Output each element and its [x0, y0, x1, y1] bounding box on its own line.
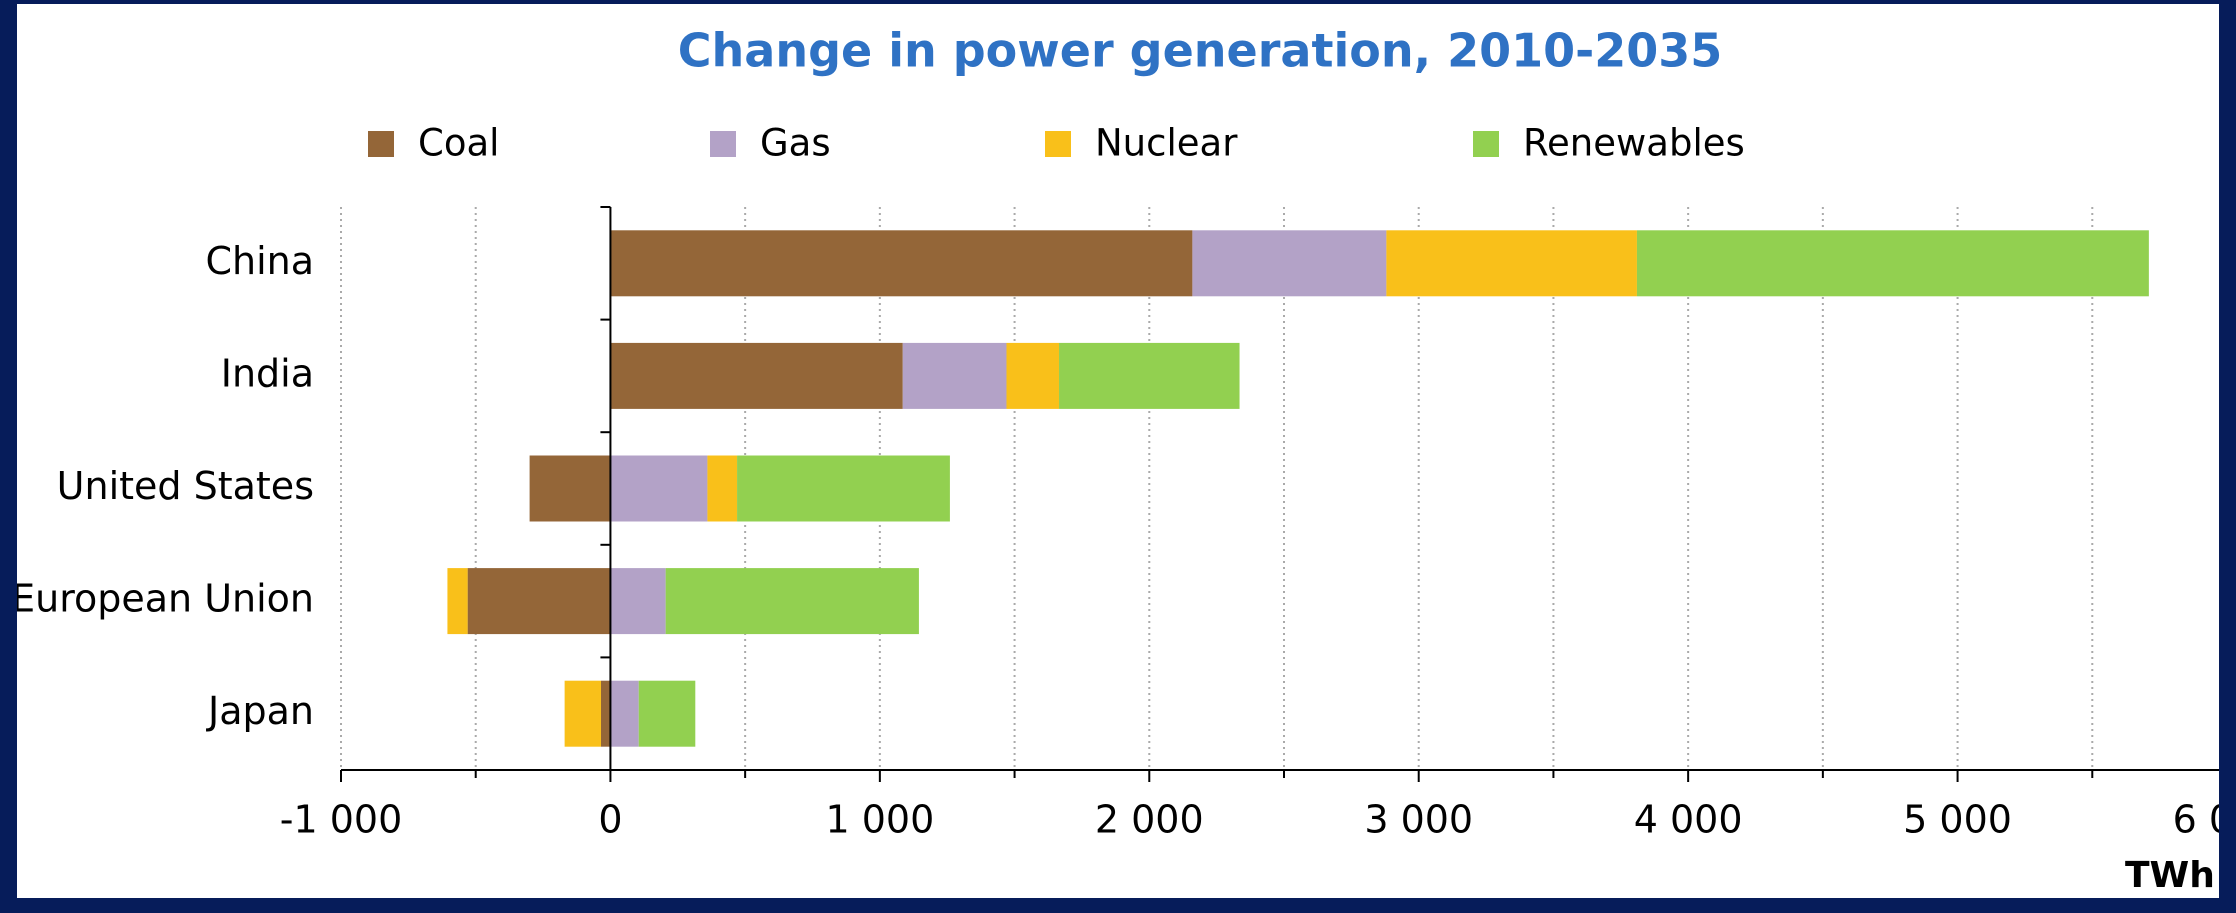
bar-segment	[564, 680, 601, 747]
legend-swatch	[1473, 131, 1499, 157]
y-tick-label: India	[221, 351, 314, 395]
bar-segment	[1386, 230, 1637, 297]
bar-segment	[665, 568, 919, 635]
bar-segment	[610, 230, 1193, 297]
bar-segment	[600, 680, 611, 747]
x-tick-label: 6 000	[2173, 798, 2236, 842]
legend-label: Coal	[418, 122, 499, 165]
bar-segment	[902, 342, 1007, 409]
y-tick-label: United States	[57, 464, 314, 508]
legend-swatch	[710, 131, 736, 157]
y-tick-label: European Union	[11, 577, 314, 621]
chart-title: Change in power generation, 2010-2035	[678, 24, 1722, 78]
x-tick-label: 1 000	[825, 798, 934, 842]
legend-label: Nuclear	[1095, 122, 1238, 165]
bar-segment	[1192, 230, 1387, 297]
bar-segment	[610, 455, 708, 522]
y-tick-label: Japan	[206, 689, 314, 733]
bar-segment	[610, 680, 639, 747]
legend-label: Gas	[760, 122, 831, 165]
plot: Change in power generation, 2010-2035 Co…	[11, 24, 2236, 896]
x-tick-label: 2 000	[1095, 798, 1204, 842]
x-tick-label: -1 000	[280, 798, 403, 842]
x-axis-label: TWh	[2125, 855, 2215, 896]
bar-segment	[737, 455, 950, 522]
bar-segment	[467, 568, 611, 635]
x-tick-label: 4 000	[1634, 798, 1743, 842]
bar-segment	[610, 568, 666, 635]
legend-swatch	[1045, 131, 1071, 157]
x-tick-label: 0	[598, 798, 622, 842]
x-tick-label: 5 000	[1903, 798, 2012, 842]
bar-segment	[529, 455, 611, 522]
bar-segment	[447, 568, 468, 635]
legend-label: Renewables	[1523, 122, 1745, 165]
legend-swatch	[368, 131, 394, 157]
x-tick-label: 3 000	[1364, 798, 1473, 842]
bar-segment	[1636, 230, 2149, 297]
bar-segment	[1006, 342, 1060, 409]
bar-segment	[610, 342, 903, 409]
bar-segment	[707, 455, 738, 522]
y-tick-label: China	[205, 239, 314, 283]
bar-segment	[638, 680, 696, 747]
bar-segment	[1059, 342, 1240, 409]
